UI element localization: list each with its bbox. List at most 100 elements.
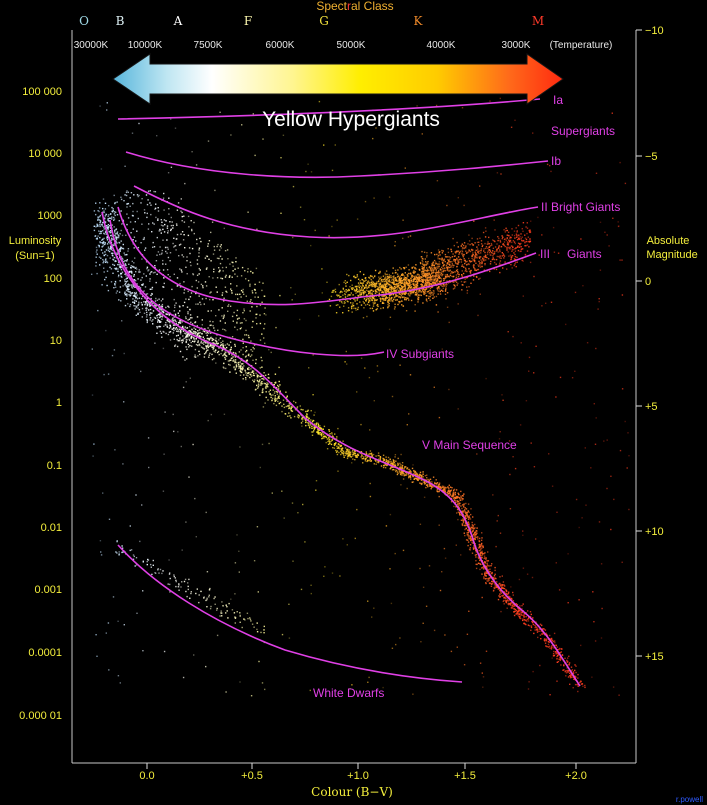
star-dot bbox=[163, 282, 165, 285]
star-dot bbox=[401, 285, 404, 288]
star-dot bbox=[493, 268, 495, 270]
star-dot bbox=[120, 240, 122, 242]
star-dot bbox=[390, 281, 393, 284]
star-dot bbox=[496, 581, 498, 583]
star-dot bbox=[476, 269, 479, 271]
star-dot bbox=[434, 267, 436, 269]
star-dot bbox=[361, 286, 363, 288]
star-dot bbox=[441, 289, 443, 291]
star-dot bbox=[185, 346, 187, 348]
star-dot bbox=[376, 281, 378, 283]
star-dot bbox=[484, 561, 486, 563]
star-dot bbox=[409, 470, 411, 473]
star-dot bbox=[478, 278, 480, 280]
star-dot bbox=[317, 425, 320, 428]
star-dot bbox=[218, 339, 220, 341]
star-dot bbox=[148, 303, 150, 306]
star-dot bbox=[569, 677, 572, 679]
star-dot bbox=[345, 289, 347, 291]
star-dot bbox=[408, 283, 410, 285]
star-dot bbox=[568, 664, 570, 666]
star-dot bbox=[429, 274, 432, 277]
star-dot bbox=[208, 276, 210, 278]
star-dot bbox=[429, 276, 432, 278]
star-dot bbox=[162, 259, 164, 262]
star-dot bbox=[374, 290, 377, 292]
star-dot bbox=[213, 327, 215, 329]
star-dot bbox=[429, 278, 432, 281]
star-dot bbox=[388, 298, 391, 300]
star-dot bbox=[448, 490, 450, 492]
star-dot bbox=[564, 670, 566, 673]
star-dot bbox=[398, 300, 400, 303]
star-dot bbox=[329, 305, 332, 307]
star-dot bbox=[113, 287, 115, 289]
star-dot bbox=[467, 515, 469, 518]
star-dot bbox=[393, 281, 395, 283]
star-dot bbox=[159, 325, 162, 328]
star-dot bbox=[351, 303, 354, 306]
star-dot bbox=[414, 294, 417, 296]
star-dot bbox=[492, 257, 494, 259]
star-dot bbox=[390, 291, 392, 294]
star-dot bbox=[290, 417, 292, 419]
star-dot bbox=[163, 209, 165, 211]
star-dot bbox=[431, 269, 433, 271]
star-dot bbox=[433, 290, 435, 292]
star-dot bbox=[484, 571, 486, 573]
star-dot bbox=[344, 454, 347, 457]
star-dot bbox=[261, 391, 263, 394]
star-dot bbox=[226, 291, 228, 293]
star-dot bbox=[502, 600, 504, 603]
star-dot bbox=[406, 283, 408, 285]
star-dot bbox=[385, 276, 387, 278]
star-dot bbox=[428, 282, 430, 284]
star-dot bbox=[145, 293, 147, 295]
star-dot bbox=[515, 609, 518, 612]
star-dot bbox=[394, 283, 396, 286]
star-dot bbox=[356, 299, 358, 301]
star-dot bbox=[392, 278, 394, 280]
star-dot bbox=[399, 466, 401, 469]
star-dot bbox=[405, 474, 408, 476]
star-dot bbox=[410, 471, 412, 473]
star-dot bbox=[523, 616, 525, 618]
star-dot bbox=[397, 286, 399, 288]
star-dot bbox=[138, 297, 141, 299]
star-dot bbox=[552, 653, 555, 655]
star-dot bbox=[197, 281, 200, 283]
star-dot bbox=[394, 463, 396, 465]
star-dot bbox=[332, 289, 334, 292]
star-dot bbox=[565, 672, 568, 674]
star-dot bbox=[290, 409, 292, 412]
star-dot bbox=[521, 259, 523, 262]
star-dot bbox=[505, 589, 508, 592]
star-dot bbox=[163, 277, 165, 279]
star-dot bbox=[462, 522, 465, 524]
star-dot bbox=[475, 556, 477, 558]
star-dot bbox=[182, 239, 185, 241]
star-dot bbox=[120, 256, 123, 258]
star-dot bbox=[442, 283, 444, 286]
star-dot bbox=[243, 318, 246, 320]
star-dot bbox=[233, 366, 235, 368]
star-dot bbox=[487, 241, 489, 243]
star-dot bbox=[162, 263, 164, 265]
star-dot bbox=[120, 272, 123, 275]
star-dot bbox=[467, 503, 470, 505]
star-dot bbox=[490, 260, 492, 263]
star-dot bbox=[463, 504, 465, 506]
star-dot bbox=[431, 281, 434, 283]
star-dot bbox=[393, 287, 395, 289]
star-dot bbox=[418, 475, 421, 477]
star-dot bbox=[283, 403, 285, 405]
star-dot bbox=[344, 447, 347, 449]
star-dot bbox=[472, 279, 475, 281]
star-dot bbox=[145, 307, 147, 309]
star-dot bbox=[174, 328, 177, 330]
star-dot bbox=[128, 285, 130, 287]
star-dot bbox=[238, 361, 240, 364]
star-dot bbox=[143, 209, 146, 211]
star-dot bbox=[162, 286, 164, 288]
star-dot bbox=[513, 230, 516, 232]
